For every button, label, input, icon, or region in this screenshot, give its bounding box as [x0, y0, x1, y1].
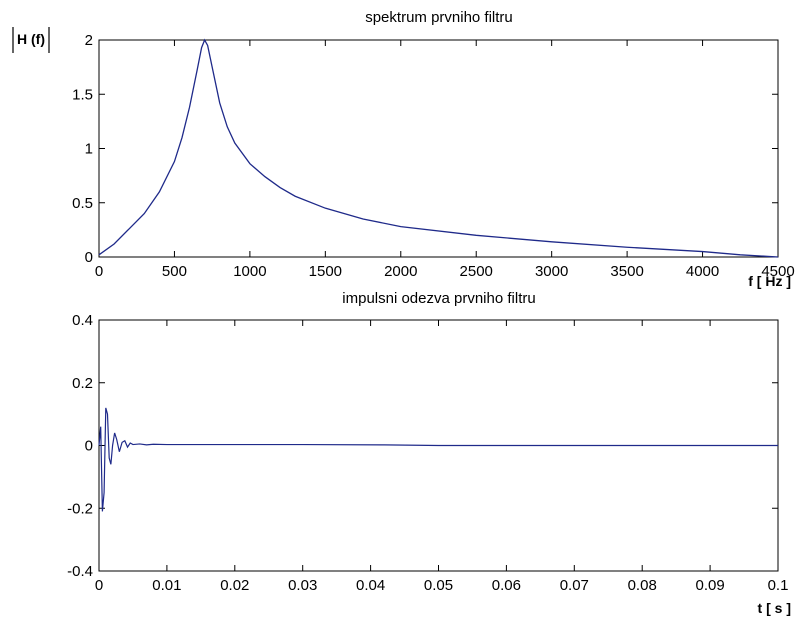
impulse-response-chart-xtick-label: 0.04 [356, 577, 385, 594]
spectrum-chart-xtick-label: 1000 [233, 263, 266, 280]
impulse-response-chart-xtick-label: 0.08 [628, 577, 657, 594]
spectrum-chart-ylabel: H (f) [17, 31, 45, 47]
impulse-response-chart-xtick-label: 0.06 [492, 577, 521, 594]
impulse-response-chart-ytick-label: 0 [85, 438, 93, 455]
impulse-response-chart-ytick-label: 0.2 [72, 375, 93, 392]
impulse-response-chart-xtick-label: 0.09 [695, 577, 724, 594]
spectrum-chart-ytick-label: 1 [85, 141, 93, 158]
spectrum-chart-title: spektrum prvniho filtru [365, 9, 513, 26]
impulse-response-chart-xtick-label: 0 [95, 577, 103, 594]
spectrum-chart-ytick-label: 0.5 [72, 195, 93, 212]
impulse-response-chart: impulsni odezva prvniho filtru 0 0.01 0.02… [67, 290, 791, 616]
spectrum-chart-xtick-label: 3500 [610, 263, 643, 280]
spectrum-chart-xlabel: f [ Hz ] [748, 273, 791, 289]
spectrum-chart: spektrum prvniho filtru H (f) 0 500 1000 15… [12, 9, 795, 289]
spectrum-chart-axes-box [98, 39, 779, 258]
impulse-response-chart-title: impulsni odezva prvniho filtru [342, 290, 535, 307]
spectrum-chart-ytick-label: 1.5 [72, 86, 93, 103]
spectrum-chart-ytick-label: 0 [85, 249, 93, 266]
impulse-response-chart-xtick-label: 0.1 [768, 577, 789, 594]
spectrum-chart-xtick-label: 0 [95, 263, 103, 280]
spectrum-chart-xtick-label: 4500 [761, 263, 794, 280]
impulse-response-chart-line [98, 407, 778, 512]
impulse-response-chart-xlabel: t [ s ] [758, 600, 791, 616]
impulse-response-chart-ytick-label: -0.4 [67, 563, 93, 580]
impulse-response-chart-xtick-label: 0.01 [152, 577, 181, 594]
spectrum-chart-xtick-label: 4000 [686, 263, 719, 280]
impulse-response-chart-ytick-label: -0.2 [67, 500, 93, 517]
spectrum-chart-line [98, 38, 779, 258]
spectrum-chart-ytick-label: 2 [85, 32, 93, 49]
spectrum-chart-xtick-label: 3000 [535, 263, 568, 280]
spectrum-chart-xtick-label: 2000 [384, 263, 417, 280]
impulse-response-chart-xtick-label: 0.05 [424, 577, 453, 594]
impulse-response-chart-xtick-label: 0.03 [288, 577, 317, 594]
spectrum-chart-ticks: 0 500 1000 1500 2000 2500 3000 3500 4000 4500 0 0.5… [72, 32, 795, 280]
spectrum-chart-xtick-label: 500 [162, 263, 187, 280]
impulse-response-chart-xtick-label: 0.02 [220, 577, 249, 594]
spectrum-chart-xtick-label: 1500 [309, 263, 342, 280]
impulse-response-chart-ytick-label: 0.4 [72, 312, 93, 329]
impulse-response-chart-ticks: 0 0.01 0.02 0.03 0.04 0.05 0.06 0.07 0.08 0.09 0.1… [67, 312, 788, 594]
spectrum-chart-xtick-label: 2500 [460, 263, 493, 280]
impulse-response-chart-xtick-label: 0.07 [560, 577, 589, 594]
